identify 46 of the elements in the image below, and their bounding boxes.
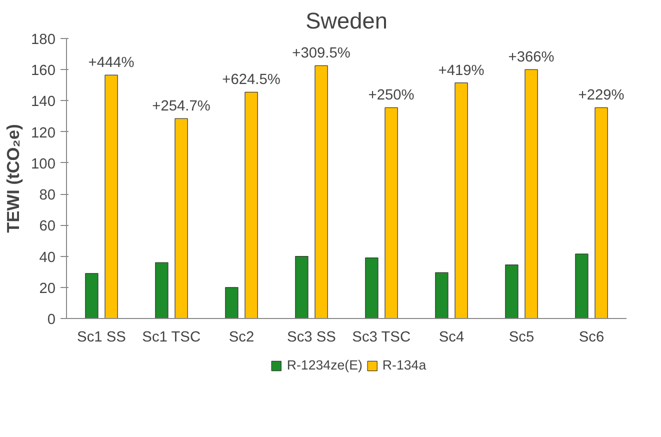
bar xyxy=(104,74,118,318)
x-tick-label: Sc3 SS xyxy=(287,330,336,346)
legend-label: R-1234ze(E) xyxy=(286,358,362,372)
annotation: +419% xyxy=(438,62,484,79)
bar xyxy=(524,69,538,318)
x-tick-label: Sc1 TSC xyxy=(142,330,201,346)
bar xyxy=(384,107,398,318)
bar xyxy=(225,287,238,318)
annotation: +366% xyxy=(508,50,554,66)
annotation: +309.5% xyxy=(292,46,350,62)
bar xyxy=(155,262,168,318)
x-tick-label: Sc4 xyxy=(438,330,464,346)
y-tick-label: 160 xyxy=(31,63,56,80)
y-tick-label: 20 xyxy=(39,280,56,297)
x-tick-label: Sc3 TSC xyxy=(352,330,411,346)
legend-label: R-134a xyxy=(382,358,426,372)
y-tick-label: 80 xyxy=(39,188,56,204)
bar xyxy=(85,273,98,318)
bar xyxy=(435,272,448,318)
bar xyxy=(575,254,588,318)
bar xyxy=(174,118,188,318)
bar xyxy=(505,264,518,318)
bar xyxy=(244,92,258,318)
x-tick-label: Sc5 xyxy=(508,330,534,346)
x-tick-label: Sc2 xyxy=(228,330,254,346)
y-axis-title: TEWI (tCO₂e) xyxy=(3,124,24,233)
bar xyxy=(454,82,468,318)
y-tick-label: 120 xyxy=(31,125,56,142)
x-tick-label: Sc1 SS xyxy=(77,330,126,346)
y-tick-label: 0 xyxy=(47,312,56,328)
x-tick-label: Sc6 xyxy=(578,330,604,346)
bar xyxy=(365,258,378,318)
y-tick-label: 140 xyxy=(31,94,56,110)
chart-title: Sweden xyxy=(306,8,388,34)
annotation: +250% xyxy=(368,88,414,104)
y-tick-label: 100 xyxy=(31,156,56,172)
bar xyxy=(295,256,308,318)
annotation: +444% xyxy=(88,55,134,72)
annotation: +254.7% xyxy=(152,98,210,115)
y-tick-label: 40 xyxy=(39,250,56,266)
bar xyxy=(314,65,328,318)
y-tick-label: 180 xyxy=(31,32,56,48)
annotation: +624.5% xyxy=(222,72,280,88)
annotation: +229% xyxy=(578,88,624,104)
bar xyxy=(594,107,608,318)
y-tick-label: 60 xyxy=(39,218,56,235)
